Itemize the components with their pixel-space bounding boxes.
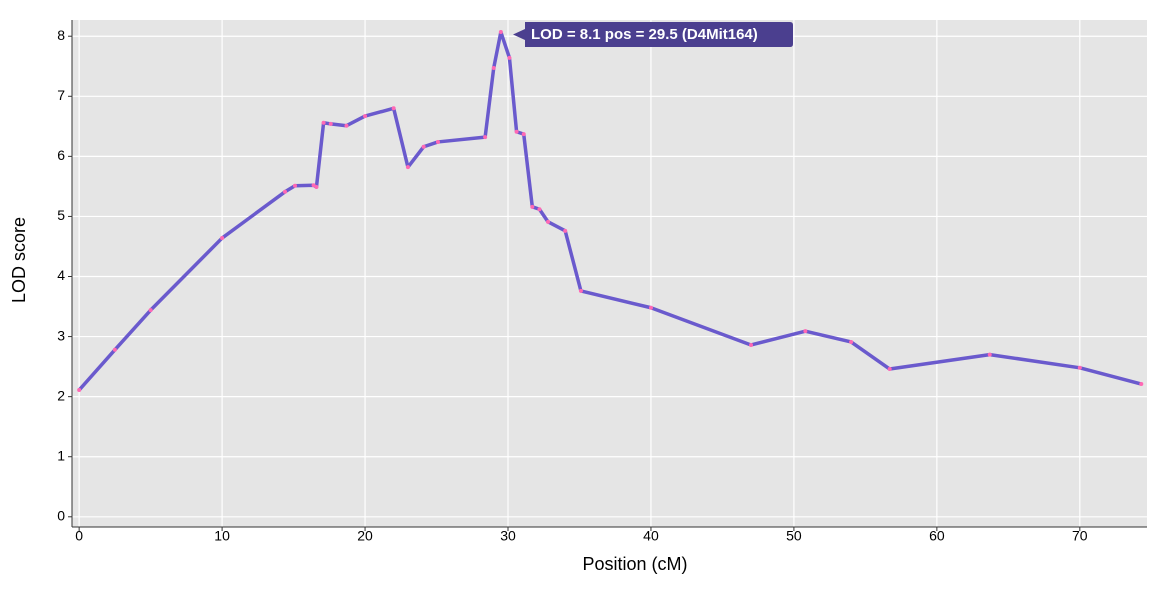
- y-tick-label: 0: [57, 507, 65, 523]
- marker-point: [282, 189, 287, 194]
- marker-point: [435, 139, 440, 144]
- y-tick-label: 7: [57, 87, 65, 103]
- y-tick-label: 4: [57, 267, 65, 283]
- marker-point: [405, 165, 410, 170]
- marker-point: [220, 236, 225, 241]
- marker-point: [987, 352, 992, 357]
- marker-point: [648, 305, 653, 310]
- plot-area: [72, 20, 1147, 527]
- tooltip-box: [513, 22, 793, 47]
- marker-point: [77, 388, 82, 393]
- y-tick-label: 6: [57, 147, 65, 163]
- x-tick-label: 40: [643, 528, 659, 544]
- marker-point: [507, 55, 512, 60]
- marker-point: [421, 144, 426, 149]
- marker-point: [514, 129, 519, 134]
- y-tick-label: 3: [57, 327, 65, 343]
- x-tick-label: 10: [214, 528, 230, 544]
- x-tick-label: 60: [929, 528, 945, 544]
- x-tick-label: 70: [1072, 528, 1088, 544]
- marker-point: [563, 228, 568, 233]
- marker-point: [148, 308, 153, 313]
- marker-point: [391, 106, 396, 111]
- grid: [72, 20, 1147, 527]
- marker-point: [521, 132, 526, 137]
- y-tick-label: 5: [57, 207, 65, 223]
- marker-point: [363, 114, 368, 119]
- x-tick-label: 30: [500, 528, 516, 544]
- marker-point: [491, 66, 496, 71]
- marker-point: [546, 219, 551, 224]
- marker-point: [498, 30, 503, 35]
- marker-point: [1077, 365, 1082, 370]
- marker-point: [530, 204, 535, 209]
- tooltip-text: LOD = 8.1 pos = 29.5 (D4Mit164): [531, 26, 758, 43]
- marker-point: [314, 184, 319, 189]
- marker-point: [749, 342, 754, 347]
- marker-point: [311, 183, 316, 188]
- marker-point: [887, 367, 892, 372]
- x-tick-label: 20: [357, 528, 373, 544]
- marker-point: [803, 329, 808, 334]
- marks: [77, 30, 1144, 393]
- x-tick-label: 50: [786, 528, 802, 544]
- marker-point: [344, 123, 349, 128]
- marker-point: [293, 183, 298, 188]
- marker-point: [537, 207, 542, 212]
- marker-point: [112, 347, 117, 352]
- marker-point: [321, 120, 326, 125]
- y-tick-label: 8: [57, 27, 65, 43]
- x-axis-title: Position (cM): [582, 554, 687, 574]
- marker-point: [328, 121, 333, 126]
- x-tick-label: 0: [75, 528, 83, 544]
- marker-point: [849, 339, 854, 344]
- y-tick-label: 2: [57, 387, 65, 403]
- marker-point: [1139, 382, 1144, 387]
- marker-point: [483, 135, 488, 140]
- marker-point: [578, 288, 583, 293]
- y-axis-title: LOD score: [9, 217, 29, 303]
- tooltip: LOD = 8.1 pos = 29.5 (D4Mit164): [513, 22, 793, 47]
- y-tick-label: 1: [57, 447, 65, 463]
